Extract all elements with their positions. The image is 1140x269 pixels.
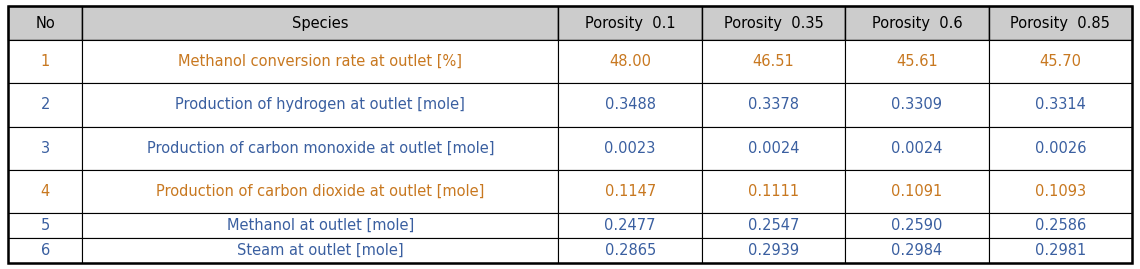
Text: 0.0024: 0.0024 [748,141,799,156]
Bar [988,238,1132,263]
Text: 0.0024: 0.0024 [891,141,943,156]
Bar [988,40,1132,83]
Text: 0.2981: 0.2981 [1035,243,1086,258]
Bar [82,6,559,40]
Text: Steam at outlet [mole]: Steam at outlet [mole] [237,243,404,258]
Bar [702,126,845,170]
Bar [702,238,845,263]
Bar [8,238,82,263]
Text: 6: 6 [41,243,50,258]
Bar [559,40,702,83]
Bar [82,40,559,83]
Bar [845,170,988,213]
Text: Porosity  0.85: Porosity 0.85 [1010,16,1110,31]
Bar [82,170,559,213]
Bar [845,83,988,126]
Text: Porosity  0.6: Porosity 0.6 [872,16,962,31]
Bar [845,213,988,238]
Text: Methanol at outlet [mole]: Methanol at outlet [mole] [227,218,414,233]
Text: Production of carbon dioxide at outlet [mole]: Production of carbon dioxide at outlet [… [156,184,484,199]
Text: 45.70: 45.70 [1040,54,1082,69]
Bar [559,238,702,263]
Text: 0.1091: 0.1091 [891,184,943,199]
Bar [8,6,82,40]
Text: 0.3488: 0.3488 [604,97,656,112]
Text: 0.3378: 0.3378 [748,97,799,112]
Bar [988,170,1132,213]
Text: 0.2939: 0.2939 [748,243,799,258]
Text: No: No [35,16,55,31]
Bar [8,170,82,213]
Text: 2: 2 [40,97,50,112]
Bar [845,238,988,263]
Text: 0.1147: 0.1147 [604,184,656,199]
Text: 45.61: 45.61 [896,54,938,69]
Bar [988,213,1132,238]
Bar [702,83,845,126]
Bar [559,213,702,238]
Text: 0.0026: 0.0026 [1035,141,1086,156]
Text: 0.2547: 0.2547 [748,218,799,233]
Bar [845,40,988,83]
Bar [845,126,988,170]
Bar [559,126,702,170]
Bar [8,126,82,170]
Text: 0.1093: 0.1093 [1035,184,1086,199]
Text: Methanol conversion rate at outlet [%]: Methanol conversion rate at outlet [%] [178,54,463,69]
Text: Production of carbon monoxide at outlet [mole]: Production of carbon monoxide at outlet … [147,141,494,156]
Bar [82,83,559,126]
Text: 0.0023: 0.0023 [604,141,656,156]
Bar [8,213,82,238]
Bar [845,6,988,40]
Text: 0.2586: 0.2586 [1035,218,1086,233]
Text: Porosity  0.35: Porosity 0.35 [724,16,823,31]
Text: 0.3314: 0.3314 [1035,97,1085,112]
Text: 3: 3 [41,141,50,156]
Text: 0.2865: 0.2865 [604,243,656,258]
Bar [82,213,559,238]
Text: Porosity  0.1: Porosity 0.1 [585,16,676,31]
Bar [988,83,1132,126]
Text: 0.1111: 0.1111 [748,184,799,199]
Text: 48.00: 48.00 [609,54,651,69]
Text: 0.3309: 0.3309 [891,97,943,112]
Text: 46.51: 46.51 [752,54,795,69]
Text: 0.2984: 0.2984 [891,243,943,258]
Bar [559,170,702,213]
Bar [702,40,845,83]
Text: Production of hydrogen at outlet [mole]: Production of hydrogen at outlet [mole] [176,97,465,112]
Text: Species: Species [292,16,349,31]
Bar [988,126,1132,170]
Bar [559,6,702,40]
Text: 4: 4 [41,184,50,199]
Bar [8,40,82,83]
Text: 1: 1 [41,54,50,69]
Text: 0.2590: 0.2590 [891,218,943,233]
Text: 5: 5 [41,218,50,233]
Bar [82,126,559,170]
Bar [702,170,845,213]
Bar [82,238,559,263]
Bar [702,6,845,40]
Bar [559,83,702,126]
Bar [988,6,1132,40]
Bar [8,83,82,126]
Bar [702,213,845,238]
Text: 0.2477: 0.2477 [604,218,656,233]
